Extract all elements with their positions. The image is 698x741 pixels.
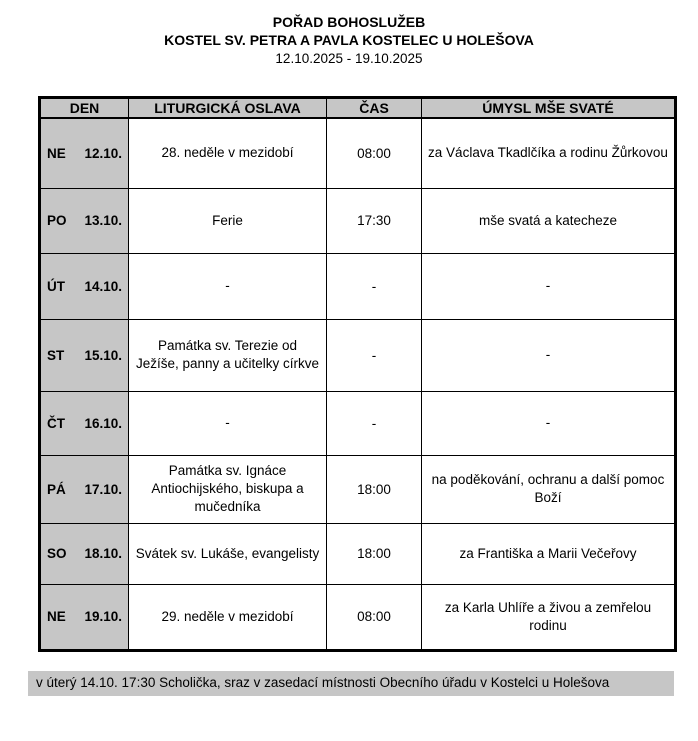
note-text: v úterý 14.10. 17:30 Scholička, sraz v z… xyxy=(36,674,610,690)
date-range: 12.10.2025 - 19.10.2025 xyxy=(275,51,423,66)
day-abbreviation: NE xyxy=(47,145,66,161)
note: v úterý 14.10. 17:30 Scholička, sraz v z… xyxy=(28,670,674,696)
day-abbreviation: PO xyxy=(47,213,67,228)
intention-cell: za Václava Tkadlčíka a rodinu Žůrkovou xyxy=(421,117,676,189)
table-row: ČT 16.10. - - - xyxy=(39,390,676,456)
celebration-cell: 28. neděle v mezidobí xyxy=(128,117,327,189)
day-cell: SO 18.10. xyxy=(39,522,129,585)
day-cell: PÁ 17.10. xyxy=(39,454,129,524)
time-cell: 08:00 xyxy=(326,583,422,651)
header-row: DEN LITURGICKÁ OSLAVA ČAS ÚMYSL MŠE SVAT… xyxy=(39,97,676,119)
table-row: ÚT 14.10. - - - xyxy=(39,252,676,320)
celebration-cell: Památka sv. Terezie od Ježíše, panny a u… xyxy=(128,318,327,392)
day-cell-inner: PO 13.10. xyxy=(47,213,122,228)
day-cell-inner: SO 18.10. xyxy=(47,546,122,561)
day-abbreviation: ČT xyxy=(47,415,65,431)
celebration-cell: Památka sv. Ignáce Antiochijského, bisku… xyxy=(128,454,327,524)
day-date: 19.10. xyxy=(84,609,122,624)
day-cell-inner: NE 12.10. xyxy=(47,146,122,161)
time-cell: - xyxy=(326,252,422,320)
table-row: ST 15.10. Památka sv. Terezie od Ježíše,… xyxy=(39,318,676,392)
day-cell: ÚT 14.10. xyxy=(39,252,129,320)
column-header-time: ČAS xyxy=(326,97,422,119)
schedule-table: DEN LITURGICKÁ OSLAVA ČAS ÚMYSL MŠE SVAT… xyxy=(38,96,677,652)
day-cell: ST 15.10. xyxy=(39,318,129,392)
day-abbreviation: SO xyxy=(47,546,67,561)
time-cell: 08:00 xyxy=(326,117,422,189)
intention-cell: na poděkování, ochranu a další pomoc Bož… xyxy=(421,454,676,524)
day-date: 18.10. xyxy=(84,546,122,561)
intention-cell: - xyxy=(421,252,676,320)
celebration-cell: - xyxy=(128,252,327,320)
intention-cell: mše svatá a katecheze xyxy=(421,187,676,254)
day-cell-inner: NE 19.10. xyxy=(47,609,122,624)
day-cell-inner: ČT 16.10. xyxy=(47,416,122,431)
celebration-cell: - xyxy=(128,390,327,456)
day-abbreviation: PÁ xyxy=(47,481,66,497)
day-abbreviation: ST xyxy=(47,347,65,363)
intention-cell: za Františka a Marii Večeřovy xyxy=(421,522,676,585)
day-abbreviation: NE xyxy=(47,609,66,624)
day-date: 16.10. xyxy=(84,415,122,431)
day-cell: ČT 16.10. xyxy=(39,390,129,456)
time-cell: 18:00 xyxy=(326,454,422,524)
day-cell: NE 19.10. xyxy=(39,583,129,651)
column-header-day: DEN xyxy=(39,97,129,119)
celebration-cell: 29. neděle v mezidobí xyxy=(128,583,327,651)
column-header-celebration: LITURGICKÁ OSLAVA xyxy=(128,97,327,119)
day-cell: PO 13.10. xyxy=(39,187,129,254)
celebration-cell: Ferie xyxy=(128,187,327,254)
day-cell-inner: PÁ 17.10. xyxy=(47,482,122,497)
table-row: PÁ 17.10. Památka sv. Ignáce Antiochijsk… xyxy=(39,454,676,524)
time-cell: - xyxy=(326,318,422,392)
intention-cell: za Karla Uhlíře a živou a zemřelou rodin… xyxy=(421,583,676,651)
day-date: 17.10. xyxy=(84,481,122,497)
column-header-intention: ÚMYSL MŠE SVATÉ xyxy=(421,97,676,119)
table-row: PO 13.10. Ferie 17:30 mše svatá a katech… xyxy=(39,187,676,254)
table-row: SO 18.10. Svátek sv. Lukáše, evangelisty… xyxy=(39,522,676,585)
intention-cell: - xyxy=(421,318,676,392)
church-name: KOSTEL SV. PETRA A PAVLA KOSTELEC U HOLE… xyxy=(164,32,534,48)
schedule-table-body: NE 12.10. 28. neděle v mezidobí 08:00 za… xyxy=(39,117,676,651)
day-date: 13.10. xyxy=(84,213,122,228)
table-row: NE 12.10. 28. neděle v mezidobí 08:00 za… xyxy=(39,117,676,189)
celebration-cell: Svátek sv. Lukáše, evangelisty xyxy=(128,522,327,585)
day-date: 12.10. xyxy=(84,145,122,161)
time-cell: - xyxy=(326,390,422,456)
page-title: POŘAD BOHOSLUŽEB xyxy=(272,14,426,30)
day-cell: NE 12.10. xyxy=(39,117,129,189)
day-cell-inner: ÚT 14.10. xyxy=(47,279,122,294)
day-date: 15.10. xyxy=(84,347,122,363)
table-row: NE 19.10. 29. neděle v mezidobí 08:00 za… xyxy=(39,583,676,651)
time-cell: 18:00 xyxy=(326,522,422,585)
schedule-table-header: DEN LITURGICKÁ OSLAVA ČAS ÚMYSL MŠE SVAT… xyxy=(39,97,676,119)
day-abbreviation: ÚT xyxy=(47,278,65,294)
day-cell-inner: ST 15.10. xyxy=(47,348,122,363)
title-block: POŘAD BOHOSLUŽEB KOSTEL SV. PETRA A PAVL… xyxy=(0,0,698,68)
intention-cell: - xyxy=(421,390,676,456)
time-cell: 17:30 xyxy=(326,187,422,254)
day-date: 14.10. xyxy=(84,278,122,294)
